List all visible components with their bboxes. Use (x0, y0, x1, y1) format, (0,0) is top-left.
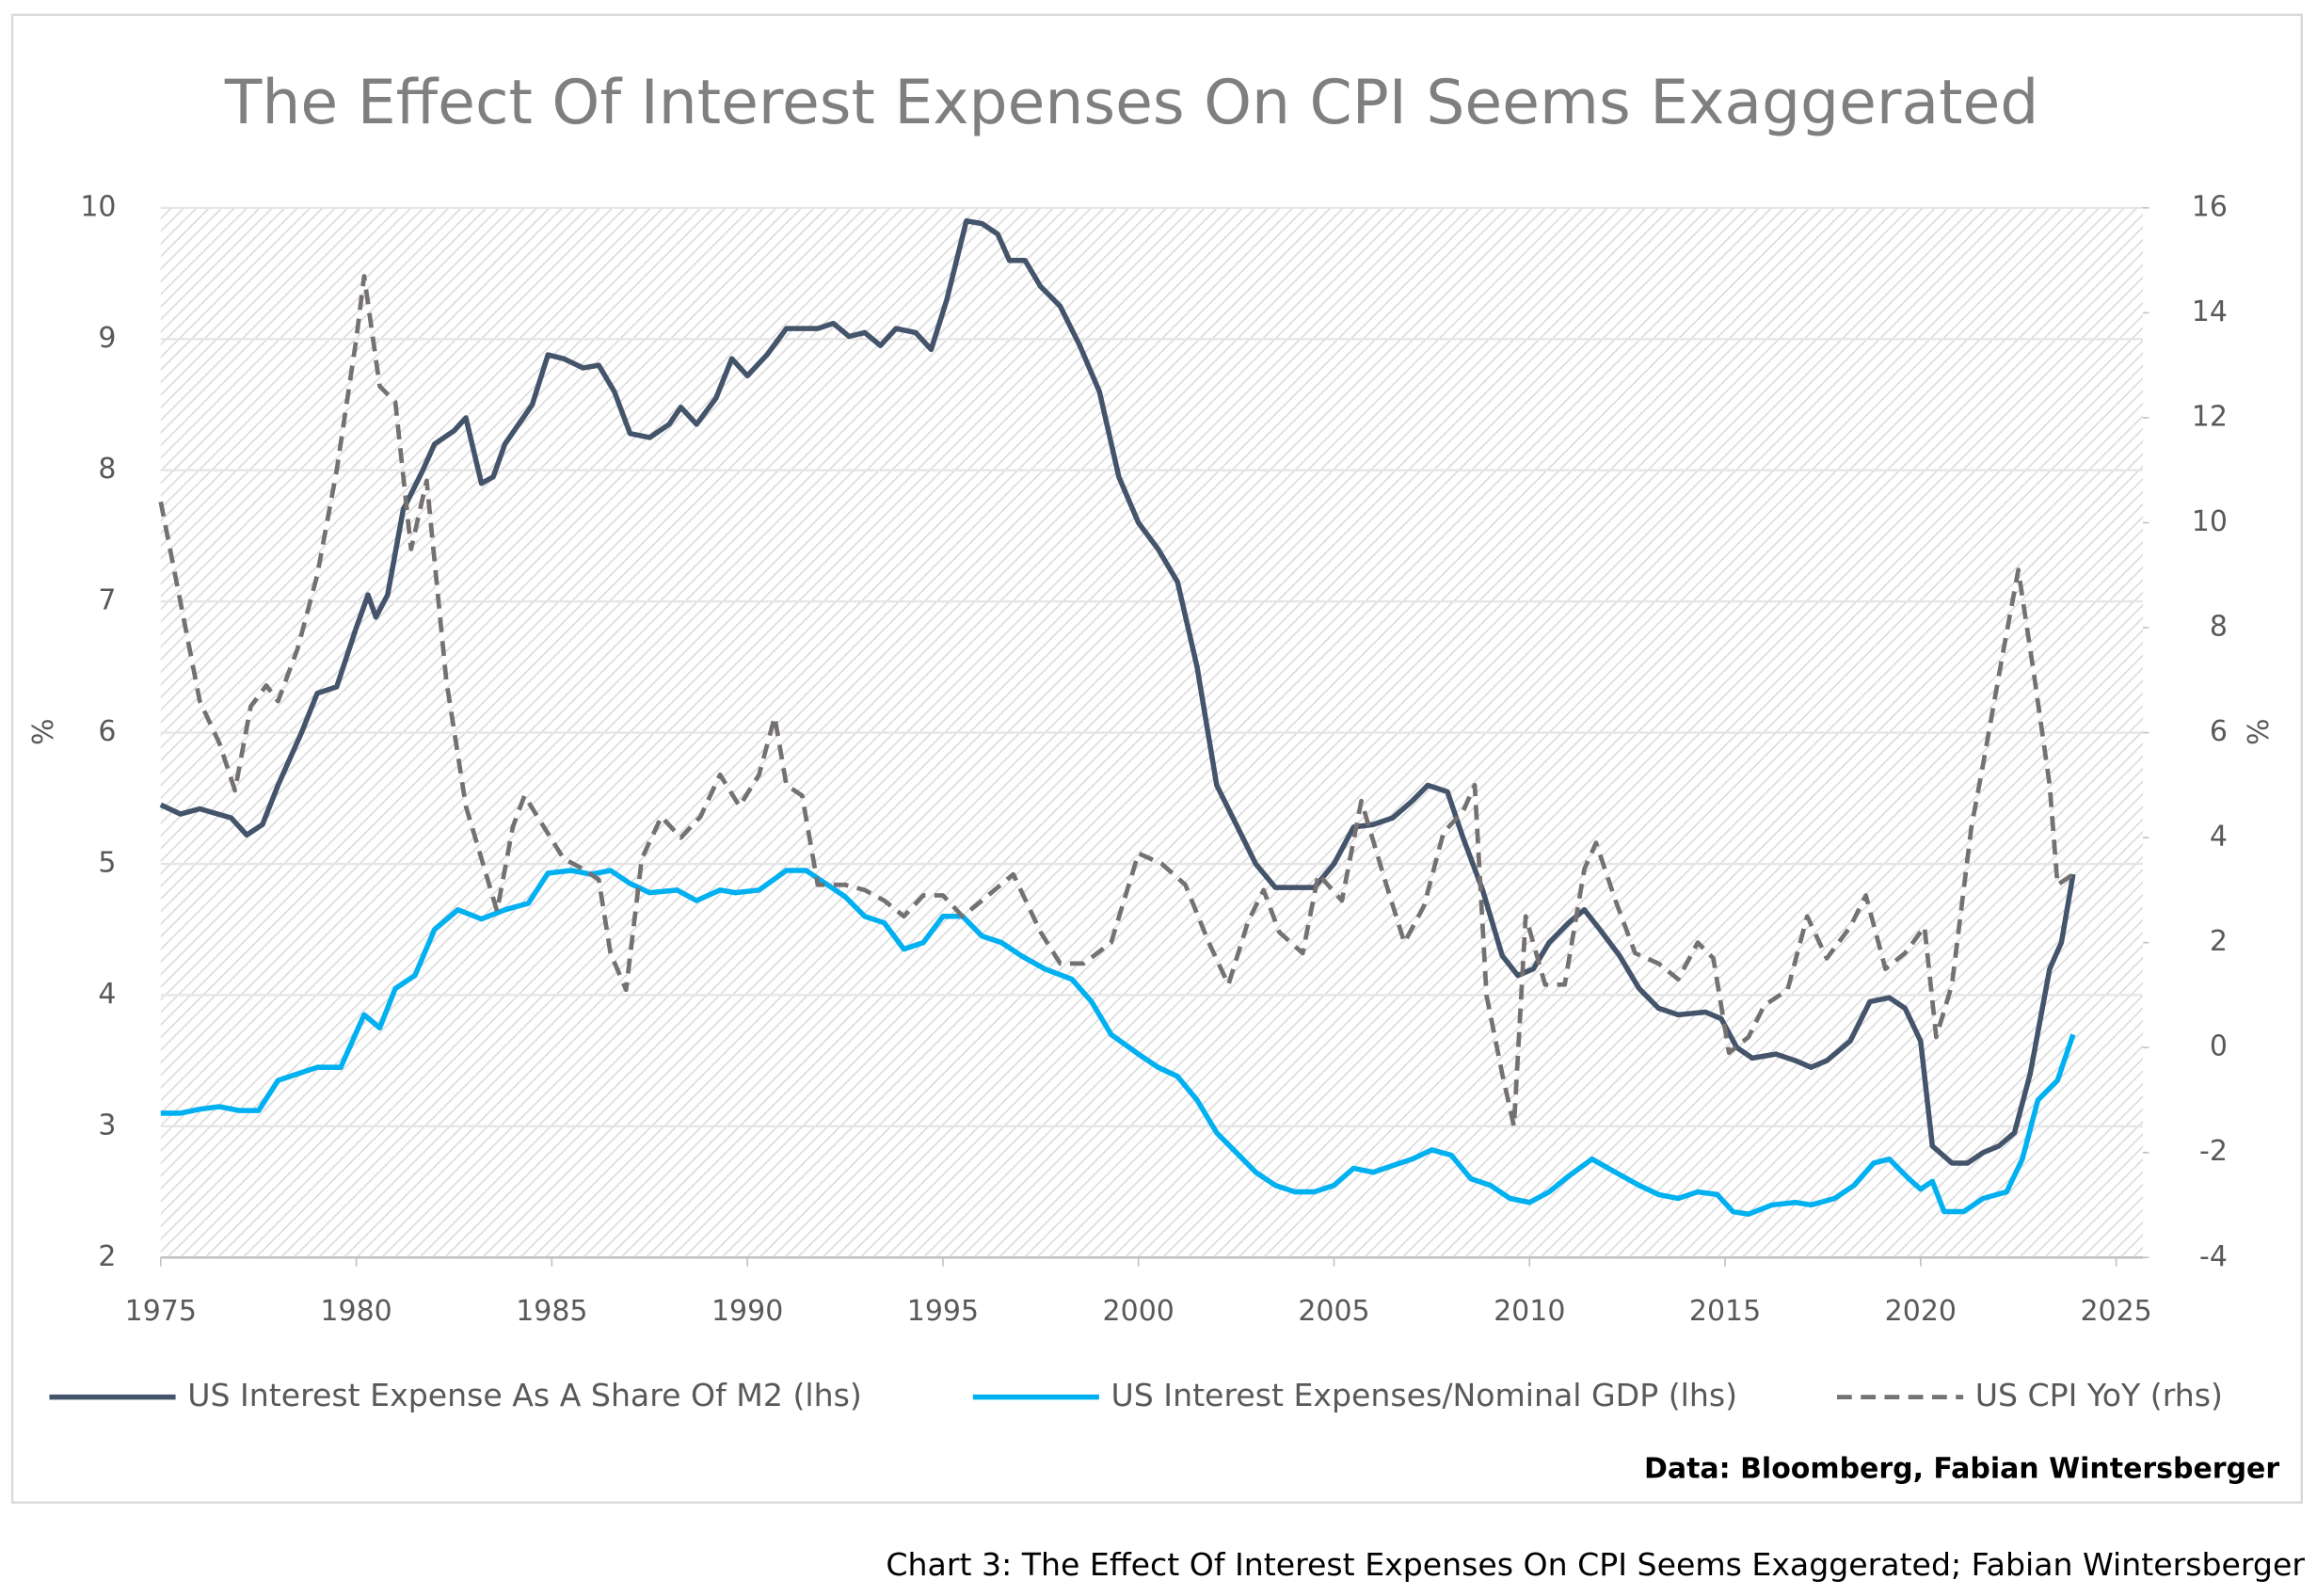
source: Data: Bloomberg, Fabian Wintersberger (1644, 1452, 2279, 1485)
y-tick-label: 9 (98, 322, 116, 355)
legend-label: US CPI YoY (rhs) (1975, 1377, 2223, 1413)
caption: Chart 3: The Effect Of Interest Expenses… (886, 1546, 2305, 1583)
y2-tick-label: -4 (2199, 1240, 2228, 1273)
y-tick-label: 3 (98, 1109, 116, 1141)
x-tick-label: 2005 (1298, 1295, 1369, 1328)
y-tick-label: 7 (98, 584, 116, 617)
series-line (160, 868, 2076, 1217)
y-axis-label: % (27, 719, 60, 745)
x-tick-label: 2010 (1494, 1295, 1565, 1328)
y-tick-label: 6 (98, 715, 116, 748)
x-tick-label: 1995 (907, 1295, 979, 1328)
y2-tick-label: 14 (2192, 295, 2228, 328)
y2-tick-label: -2 (2199, 1135, 2228, 1168)
y2-tick-label: 16 (2192, 190, 2228, 223)
y-tick-label: 4 (98, 978, 116, 1011)
x-tick-label: 2015 (1689, 1295, 1761, 1328)
y2-tick-label: 2 (2210, 925, 2228, 958)
y2-tick-label: 10 (2192, 505, 2228, 538)
y2-tick-label: 4 (2210, 821, 2228, 854)
x-tick-label: 1975 (125, 1295, 197, 1328)
x-tick-label: 1990 (711, 1295, 783, 1328)
legend-label: US Interest Expense As A Share Of M2 (lh… (187, 1377, 862, 1413)
y-tick-label: 2 (98, 1240, 116, 1273)
chart-title: The Effect Of Interest Expenses On CPI S… (224, 68, 2038, 138)
legend-label: US Interest Expenses/Nominal GDP (lhs) (1111, 1377, 1738, 1413)
y-tick-label: 8 (98, 453, 116, 486)
y2-tick-label: 0 (2210, 1030, 2228, 1063)
y-tick-label: 5 (98, 847, 116, 880)
y2-tick-label: 12 (2192, 400, 2228, 433)
x-tick-label: 2000 (1103, 1295, 1174, 1328)
x-tick-label: 2020 (1885, 1295, 1957, 1328)
series-line (159, 217, 2076, 1166)
y2-tick-label: 8 (2210, 611, 2228, 644)
y-tick-label: 10 (80, 190, 116, 223)
x-tick-label: 1980 (320, 1295, 391, 1328)
x-tick-label: 1985 (516, 1295, 587, 1328)
y2-tick-label: 6 (2210, 715, 2228, 748)
series-line (158, 274, 2075, 1129)
x-tick-label: 2025 (2080, 1295, 2151, 1328)
y2-axis-label: % (2243, 719, 2276, 745)
